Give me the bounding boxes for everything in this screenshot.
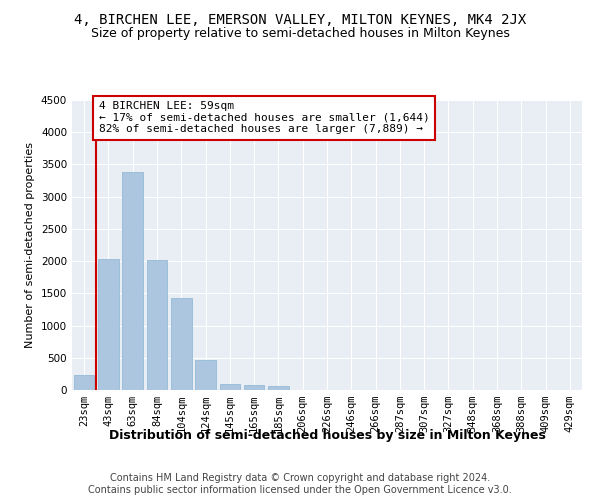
Bar: [98, 259, 119, 390]
Y-axis label: Number of semi-detached properties: Number of semi-detached properties: [25, 142, 35, 348]
Text: 4, BIRCHEN LEE, EMERSON VALLEY, MILTON KEYNES, MK4 2JX: 4, BIRCHEN LEE, EMERSON VALLEY, MILTON K…: [74, 12, 526, 26]
Bar: [122, 172, 143, 390]
Text: Contains HM Land Registry data © Crown copyright and database right 2024.
Contai: Contains HM Land Registry data © Crown c…: [88, 474, 512, 495]
Text: Distribution of semi-detached houses by size in Milton Keynes: Distribution of semi-detached houses by …: [109, 430, 545, 442]
Bar: [146, 260, 167, 390]
Bar: [195, 360, 216, 390]
Bar: [171, 298, 191, 390]
Bar: [74, 375, 94, 390]
Text: 4 BIRCHEN LEE: 59sqm
← 17% of semi-detached houses are smaller (1,644)
82% of se: 4 BIRCHEN LEE: 59sqm ← 17% of semi-detac…: [99, 102, 430, 134]
Bar: [244, 386, 265, 390]
Bar: [220, 384, 240, 390]
Bar: [268, 386, 289, 390]
Text: Size of property relative to semi-detached houses in Milton Keynes: Size of property relative to semi-detach…: [91, 28, 509, 40]
